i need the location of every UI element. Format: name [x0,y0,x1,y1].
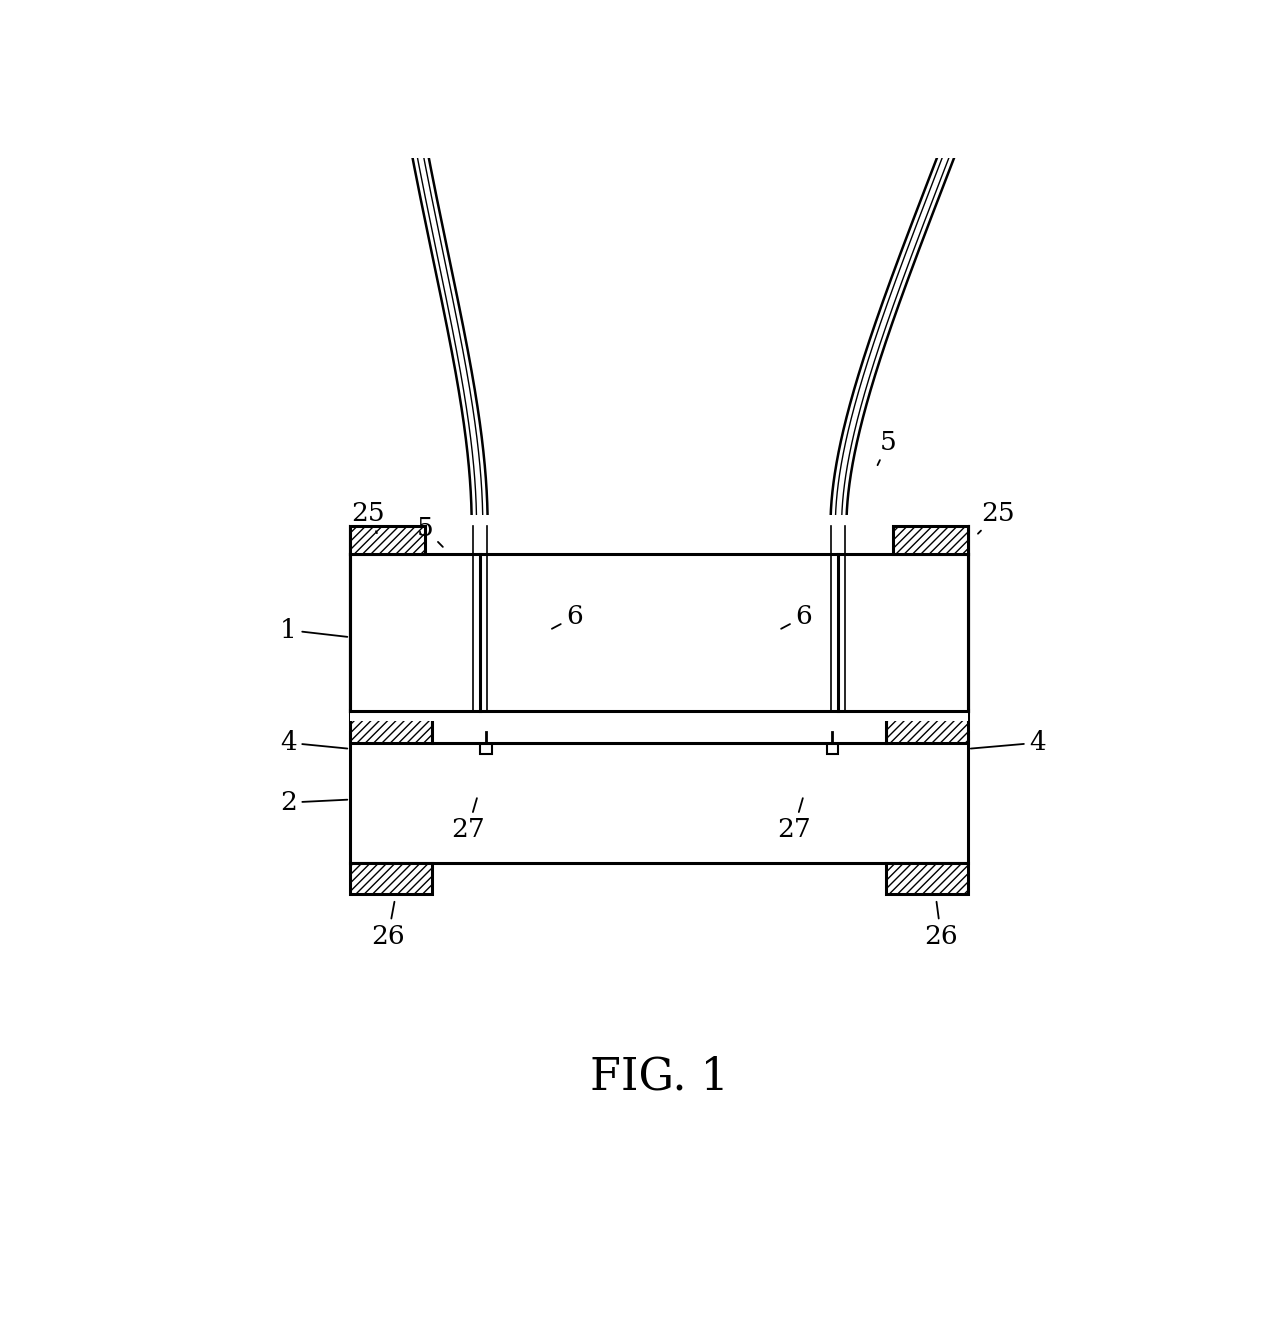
Bar [894,526,968,554]
Bar [350,526,424,554]
Bar [894,526,968,554]
Bar [886,710,968,743]
Bar [894,526,968,554]
Text: 25: 25 [977,501,1015,534]
Bar [886,710,968,743]
Bar [886,863,968,894]
Text: 27: 27 [777,799,810,842]
Text: 26: 26 [925,902,958,949]
Text: 27: 27 [451,799,485,842]
Text: 6: 6 [781,605,811,630]
Text: 5: 5 [417,517,442,547]
Bar [350,515,968,721]
Text: 25: 25 [351,501,385,534]
Bar [350,526,424,554]
Text: 6: 6 [552,605,583,630]
Bar [827,743,838,754]
Bar [350,554,968,712]
Bar [350,863,432,894]
Text: 4: 4 [971,730,1047,755]
Text: 1: 1 [280,618,347,643]
Bar [350,731,968,863]
Bar [350,526,424,554]
Bar [350,526,424,554]
Text: FIG. 1: FIG. 1 [590,1054,728,1098]
Bar [432,710,886,743]
Bar [886,863,968,894]
Bar [350,710,432,743]
Bar [350,554,968,712]
Text: 4: 4 [280,730,347,755]
Text: 2: 2 [280,789,347,815]
Text: 5: 5 [877,430,896,465]
Bar [480,743,491,754]
Bar [894,526,968,554]
Bar [350,710,432,743]
Bar [350,863,432,894]
Text: 26: 26 [372,902,405,949]
